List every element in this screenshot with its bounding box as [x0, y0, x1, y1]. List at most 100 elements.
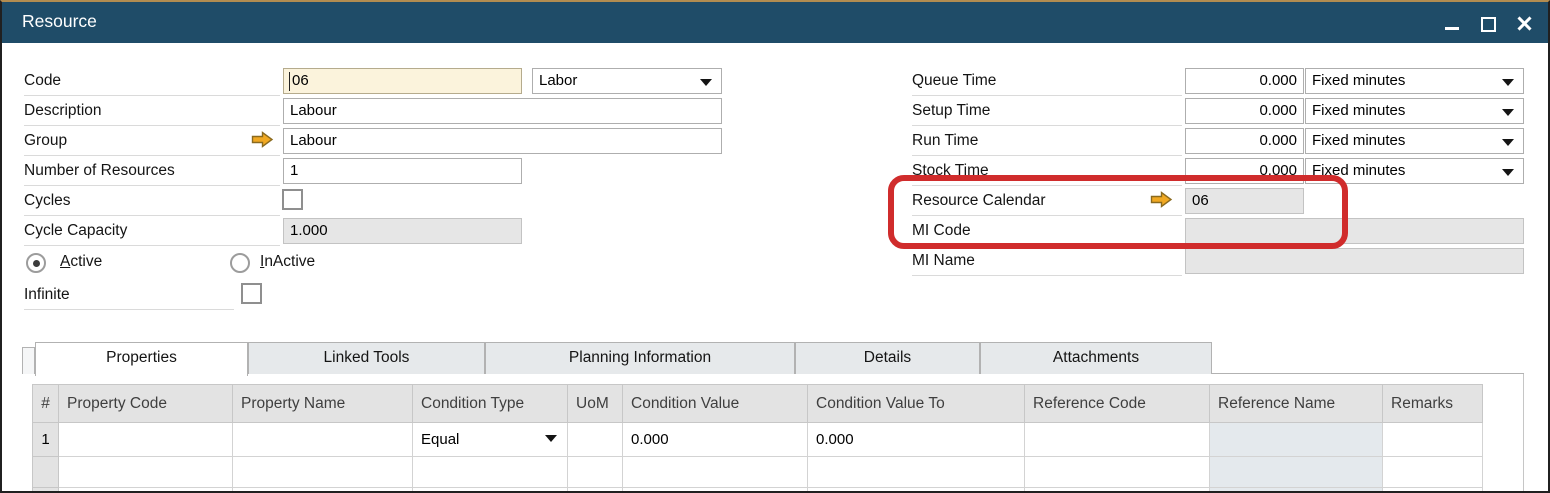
condition-value-cell[interactable] [622, 456, 808, 488]
col-header-reference-code: Reference Code [1024, 384, 1210, 423]
remarks-cell[interactable] [1382, 456, 1483, 488]
condition-value-to-cell[interactable] [807, 456, 1025, 488]
property-name-cell[interactable] [232, 487, 413, 491]
reference-code-cell[interactable] [1024, 422, 1210, 457]
remarks-cell[interactable] [1382, 422, 1483, 457]
property-code-cell[interactable] [58, 456, 233, 488]
queue-time-input[interactable]: 0.000 [1185, 68, 1304, 94]
chevron-down-icon [1502, 169, 1514, 176]
inactive-radio[interactable] [230, 253, 250, 273]
reference-code-cell[interactable] [1024, 487, 1210, 491]
properties-table: # Property Code Property Name Condition … [32, 384, 1483, 491]
col-header-uom: UoM [567, 384, 623, 423]
link-arrow-icon[interactable] [251, 131, 274, 148]
remarks-cell[interactable] [1382, 487, 1483, 491]
stock-time-label: Stock Time [912, 157, 1182, 186]
col-header-condition-value-to: Condition Value To [807, 384, 1025, 423]
close-button[interactable] [1514, 13, 1534, 33]
row-number-cell[interactable] [32, 487, 59, 491]
active-radio-label[interactable]: Active [60, 253, 103, 270]
reference-name-cell [1209, 487, 1383, 491]
description-input[interactable]: Labour [283, 98, 722, 124]
chevron-down-icon [1502, 79, 1514, 86]
run-time-unit-dropdown[interactable]: Fixed minutes [1305, 128, 1524, 154]
resource-type-dropdown[interactable]: Labor [532, 68, 722, 94]
uom-cell[interactable] [567, 456, 623, 488]
tab-properties[interactable]: Properties [35, 342, 248, 376]
group-input[interactable]: Labour [283, 128, 722, 154]
group-label: Group [24, 127, 280, 156]
col-header-property-name: Property Name [232, 384, 413, 423]
mi-name-label: MI Name [912, 247, 1182, 276]
cycle-capacity-label: Cycle Capacity [24, 217, 280, 246]
stock-time-unit-dropdown[interactable]: Fixed minutes [1305, 158, 1524, 184]
cycles-checkbox[interactable] [282, 189, 303, 210]
tab-attachments[interactable]: Attachments [980, 342, 1212, 374]
row-number-cell[interactable]: 1 [32, 422, 59, 457]
minimize-icon [1445, 26, 1459, 30]
link-arrow-icon[interactable] [1150, 191, 1173, 208]
reference-name-cell [1209, 422, 1383, 457]
active-radio[interactable] [26, 253, 46, 273]
property-name-cell[interactable] [232, 422, 413, 457]
row-number-cell[interactable] [32, 456, 59, 488]
condition-type-cell[interactable]: Equal [412, 422, 568, 457]
cycle-capacity-input: 1.000 [283, 218, 522, 244]
window-title: Resource [22, 11, 97, 31]
reference-code-cell[interactable] [1024, 456, 1210, 488]
code-input[interactable]: 06 [283, 68, 522, 94]
table-header-row: # Property Code Property Name Condition … [32, 384, 1483, 423]
reference-name-cell [1209, 456, 1383, 488]
setup-time-label: Setup Time [912, 97, 1182, 126]
col-header-reference-name: Reference Name [1209, 384, 1383, 423]
window-controls [1442, 2, 1534, 43]
chevron-down-icon [1502, 109, 1514, 116]
condition-type-cell[interactable] [412, 456, 568, 488]
col-header-condition-value: Condition Value [622, 384, 808, 423]
uom-cell[interactable] [567, 487, 623, 491]
condition-type-cell[interactable] [412, 487, 568, 491]
tab-planning-information[interactable]: Planning Information [485, 342, 795, 374]
inactive-radio-label[interactable]: InActive [260, 253, 316, 270]
queue-time-unit-dropdown[interactable]: Fixed minutes [1305, 68, 1524, 94]
condition-value-to-cell[interactable]: 0.000 [807, 422, 1025, 457]
property-code-cell[interactable] [58, 422, 233, 457]
table-row [32, 456, 1483, 488]
maximize-icon [1481, 16, 1496, 32]
queue-time-label: Queue Time [912, 67, 1182, 96]
condition-value-cell[interactable] [622, 487, 808, 491]
minimize-button[interactable] [1442, 13, 1462, 33]
description-label: Description [24, 97, 280, 126]
tab-panel-border [1523, 374, 1524, 491]
property-name-cell[interactable] [232, 456, 413, 488]
table-row: 1 Equal 0.000 0.000 [32, 422, 1483, 457]
run-time-input[interactable]: 0.000 [1185, 128, 1304, 154]
chevron-down-icon [1502, 139, 1514, 146]
condition-value-to-cell[interactable] [807, 487, 1025, 491]
mi-code-input [1185, 218, 1524, 244]
maximize-button[interactable] [1478, 13, 1498, 33]
number-of-resources-label: Number of Resources [24, 157, 280, 186]
chevron-down-icon [700, 79, 712, 86]
number-of-resources-input[interactable]: 1 [283, 158, 522, 184]
run-time-label: Run Time [912, 127, 1182, 156]
mi-name-input [1185, 248, 1524, 274]
property-code-cell[interactable] [58, 487, 233, 491]
uom-cell[interactable] [567, 422, 623, 457]
infinite-checkbox[interactable] [241, 283, 262, 304]
tab-strip-stub [22, 347, 35, 374]
text-caret [289, 72, 290, 91]
chevron-down-icon [545, 435, 557, 442]
infinite-label: Infinite [24, 281, 234, 310]
cycles-label: Cycles [24, 187, 280, 216]
tab-details[interactable]: Details [795, 342, 980, 374]
tab-linked-tools[interactable]: Linked Tools [248, 342, 485, 374]
stock-time-input[interactable]: 0.000 [1185, 158, 1304, 184]
col-header-remarks: Remarks [1382, 384, 1483, 423]
setup-time-unit-dropdown[interactable]: Fixed minutes [1305, 98, 1524, 124]
table-row [32, 487, 1483, 491]
condition-value-cell[interactable]: 0.000 [622, 422, 808, 457]
setup-time-input[interactable]: 0.000 [1185, 98, 1304, 124]
titlebar: Resource [2, 2, 1548, 43]
